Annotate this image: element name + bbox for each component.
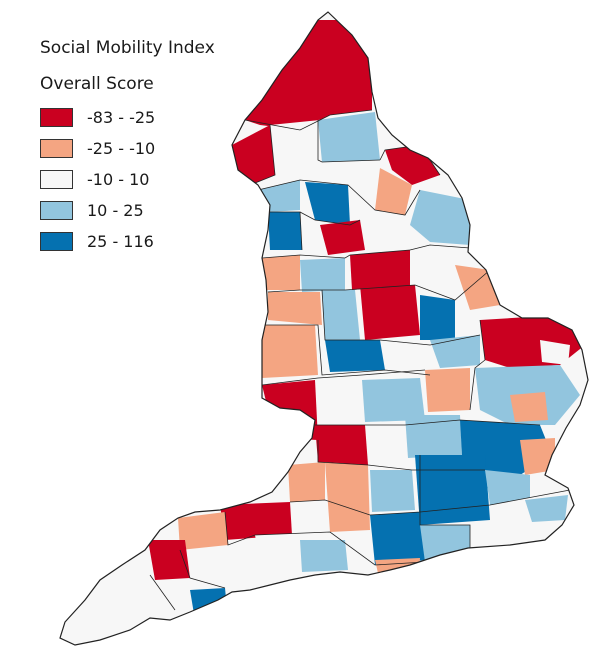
region-cheshire [268,292,322,325]
legend-item-1: -83 - -25 [40,102,215,133]
region-manchester [300,258,345,292]
legend-label-1: -83 - -25 [87,108,156,127]
legend-label-4: 10 - 25 [87,201,144,220]
region-london [415,455,490,525]
region-northumberland [245,20,372,130]
region-nottingham-derby [360,285,420,340]
legend-swatch-3 [40,170,73,189]
region-berkshire [370,470,415,512]
legend-title: Social Mobility Index [40,38,215,58]
region-herts-beds [405,415,462,458]
region-hants-south [375,558,420,582]
region-warwick [385,340,430,375]
region-birmingham [325,340,385,372]
legend-swatch-2 [40,139,73,158]
region-durham [318,112,380,162]
region-ipswich [510,392,548,422]
region-hampshire [370,512,425,565]
region-shropshire [262,325,318,378]
legend-swatch-4 [40,201,73,220]
region-oxford [362,378,425,422]
region-herefordshire [262,380,318,440]
region-east-yorkshire [410,190,470,245]
region-cotswolds [368,425,405,470]
legend-swatch-5 [40,232,73,251]
region-london-east [485,470,530,505]
region-somerset [220,502,292,540]
map-legend: Social Mobility Index Overall Score -83 … [40,38,215,257]
region-devon-north [178,512,228,550]
legend-label-5: 25 - 116 [87,232,154,251]
region-devon-west [148,540,190,580]
region-surrey [420,525,470,562]
region-leicester [420,295,455,340]
legend-swatch-1 [40,108,73,127]
region-cumbria-north [232,125,275,185]
region-merseyside [262,255,300,290]
region-cumbria-mid [270,120,320,175]
region-bristol [288,462,325,502]
region-wiltshire [325,462,370,532]
region-essex-coast [520,438,555,475]
region-gloucester [315,425,368,465]
region-north-yorkshire [375,168,412,215]
legend-item-2: -25 - -10 [40,133,215,164]
legend-item-4: 10 - 25 [40,195,215,226]
region-cambridge [425,368,470,412]
region-worcester [318,375,362,420]
legend-subtitle: Overall Score [40,74,154,94]
region-dorset [300,540,348,572]
region-staffordshire [322,290,360,340]
legend-label-3: -10 - 10 [87,170,150,189]
region-cambs-north [430,335,480,368]
region-lancashire-west [268,212,302,250]
legend-item-3: -10 - 10 [40,164,215,195]
region-kent-east [525,495,568,522]
legend-item-5: 25 - 116 [40,226,215,257]
region-leeds-bradford [320,220,365,255]
region-norwich [540,340,570,365]
region-dales [305,182,350,225]
legend-label-2: -25 - -10 [87,139,156,158]
region-south-yorkshire [350,250,410,290]
